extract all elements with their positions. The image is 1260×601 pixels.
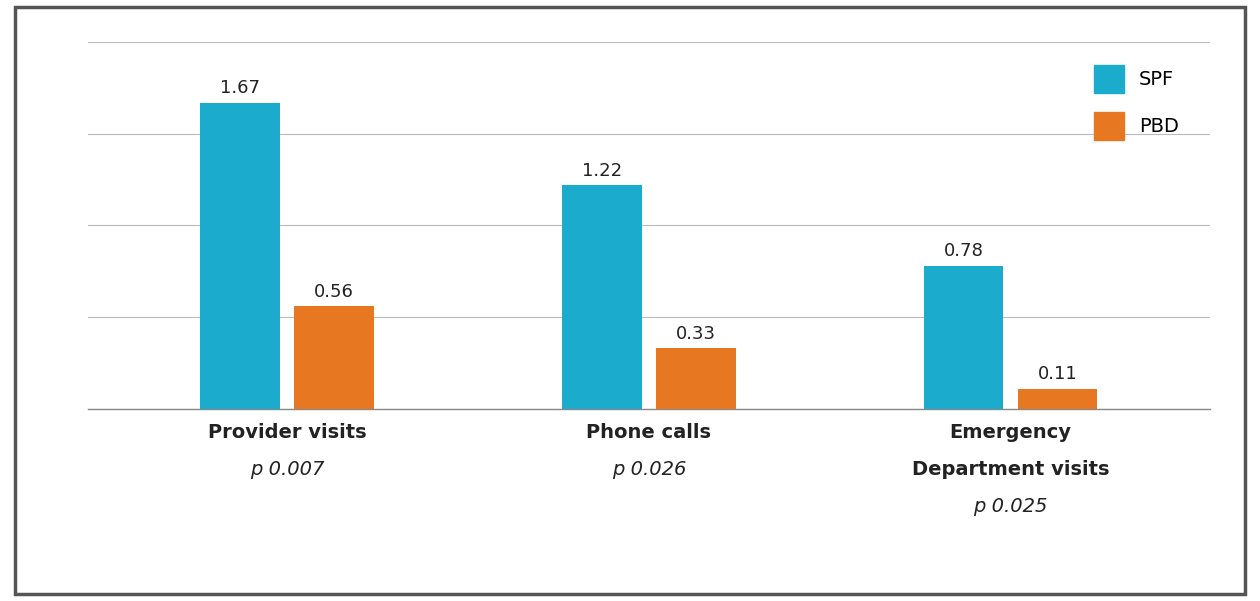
Bar [295,306,374,409]
Text: Provider visits: Provider visits [208,423,367,442]
Text: 0.33: 0.33 [675,325,716,343]
Bar [1018,388,1097,409]
Text: 1.67: 1.67 [220,79,260,97]
Bar [200,103,280,409]
Legend: SPF, PBD: SPF, PBD [1085,55,1188,150]
Text: 0.78: 0.78 [944,242,984,260]
Bar [562,185,641,409]
Text: Phone calls: Phone calls [586,423,712,442]
Text: Emergency: Emergency [950,423,1072,442]
Text: p 0.007: p 0.007 [249,460,324,479]
Text: 0.56: 0.56 [314,282,354,300]
Bar [656,348,736,409]
Text: 0.11: 0.11 [1038,365,1077,383]
Bar [924,266,1003,409]
Text: p 0.025: p 0.025 [974,496,1048,516]
Text: p 0.026: p 0.026 [611,460,687,479]
Text: 1.22: 1.22 [582,162,622,180]
Text: Department visits: Department visits [912,460,1109,479]
